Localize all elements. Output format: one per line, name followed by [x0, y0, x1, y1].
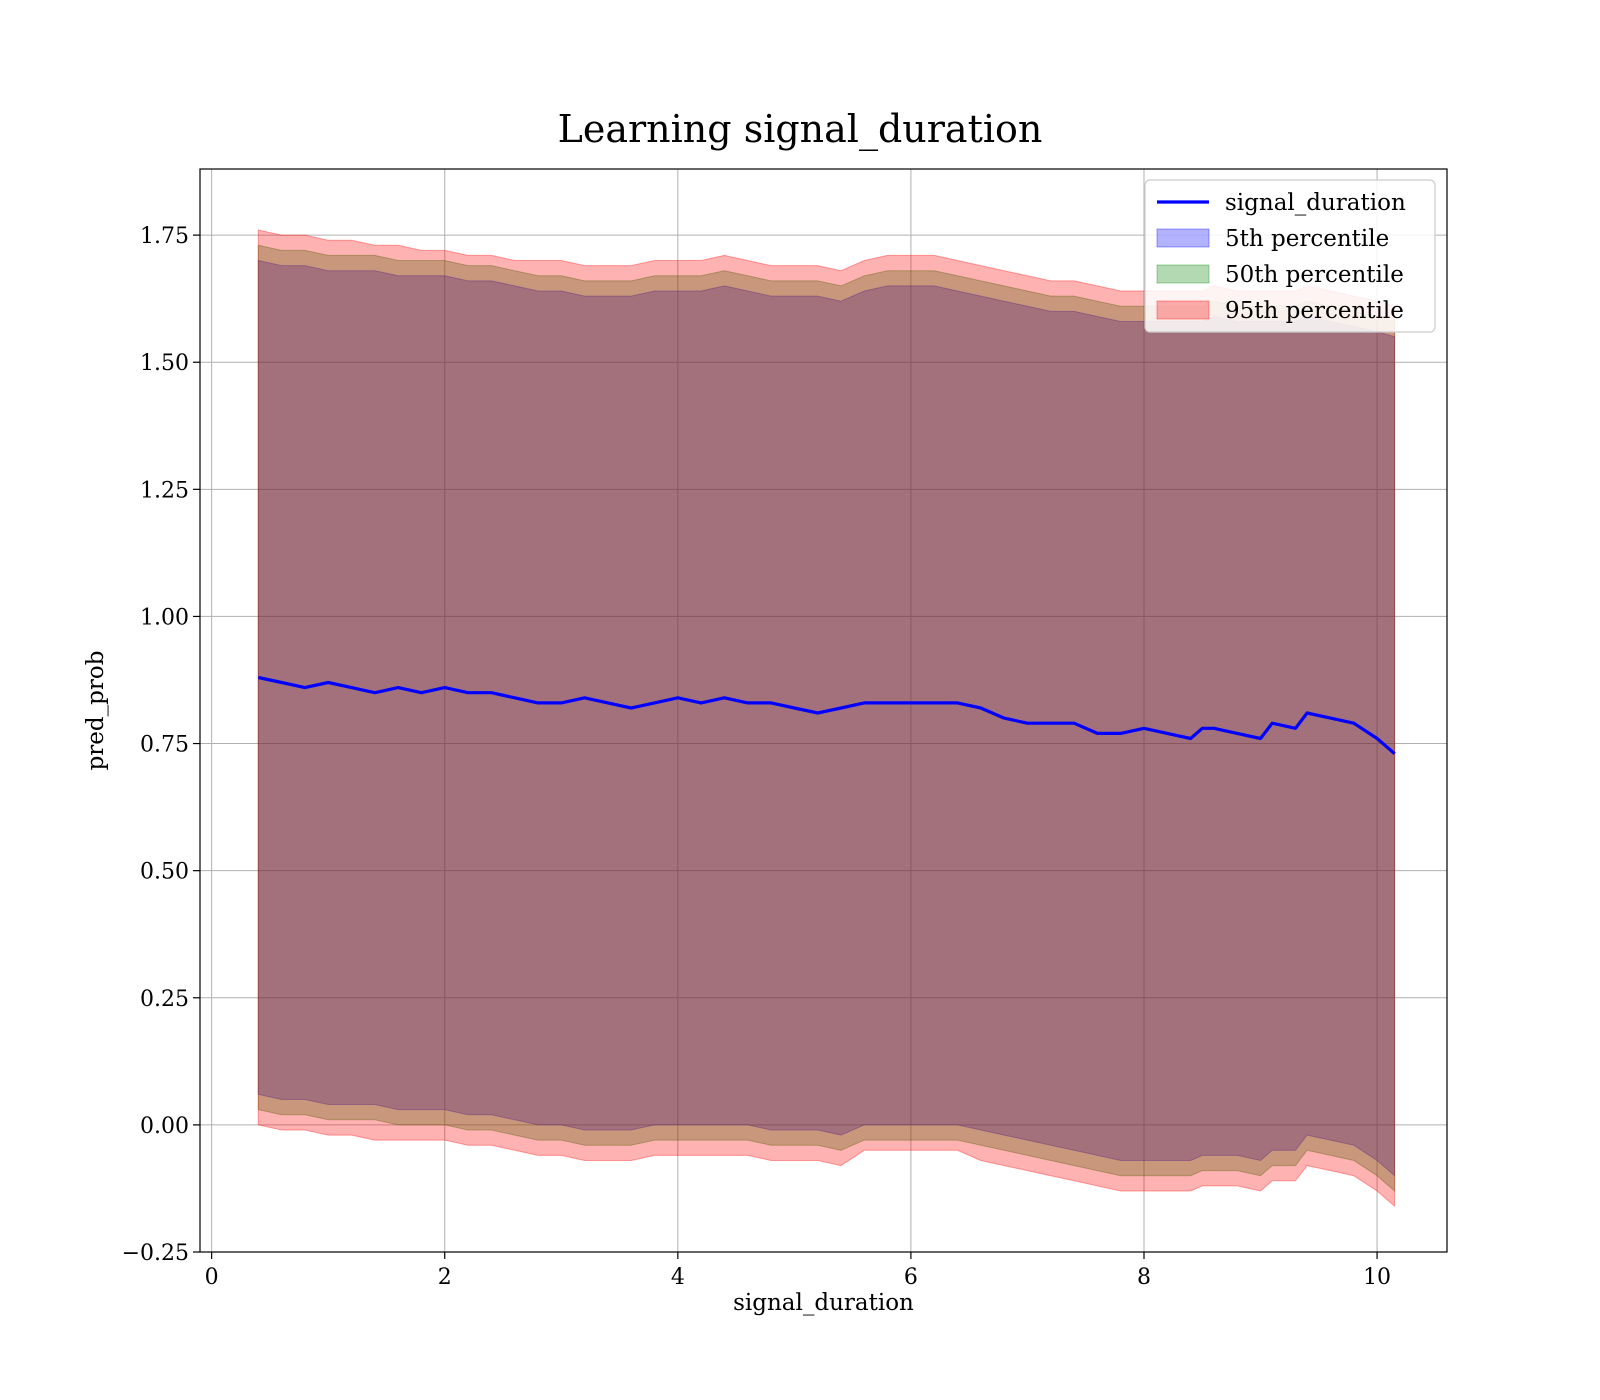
y-axis-label: pred_prob — [83, 651, 109, 771]
percentile-bands — [257, 229, 1396, 1208]
band-3 — [257, 229, 1396, 1208]
plot-frame — [199, 168, 1448, 1253]
series-lines — [257, 675, 1396, 755]
y-tick-label: 0.50 — [140, 860, 189, 885]
axis-ticks: 0 2 4 6 8 10 −0.25 0.00 0.25 0.50 0.75 1.00 1.25 1.50… — [122, 224, 1391, 1290]
x-tick-label: 0 — [205, 1265, 219, 1290]
x-axis-label: signal_duration — [733, 1290, 914, 1316]
legend-label: 5th percentile — [1225, 226, 1389, 252]
y-tick-label: 0.00 — [140, 1114, 189, 1139]
legend-label: 95th percentile — [1225, 298, 1404, 324]
y-tick-label: 1.00 — [140, 605, 189, 630]
legend-label: signal_duration — [1225, 190, 1406, 216]
legend-swatch — [1156, 264, 1210, 284]
legend-box — [1144, 179, 1436, 333]
x-tick-label: 4 — [671, 1265, 685, 1290]
y-tick-label: 0.25 — [140, 987, 189, 1012]
legend-swatch — [1156, 228, 1210, 248]
y-tick-label: 1.50 — [140, 351, 189, 376]
legend-label: 50th percentile — [1225, 262, 1404, 288]
y-tick-label: 0.75 — [140, 733, 189, 758]
x-tick-label: 10 — [1363, 1265, 1391, 1290]
chart-title: Learning signal_duration — [558, 107, 1043, 152]
y-tick-label: −0.25 — [122, 1241, 189, 1266]
band-1 — [257, 259, 1396, 1177]
legend-swatch — [1156, 300, 1210, 320]
series-line — [257, 675, 1396, 755]
x-tick-label: 2 — [438, 1265, 452, 1290]
x-tick-label: 8 — [1137, 1265, 1151, 1290]
legend: signal_duration 5th percentile 50th percen… — [1144, 179, 1436, 333]
y-tick-label: 1.25 — [140, 478, 189, 503]
x-tick-label: 6 — [904, 1265, 918, 1290]
band-2 — [257, 244, 1396, 1193]
y-tick-label: 1.75 — [140, 224, 189, 249]
grid — [200, 169, 1447, 1253]
